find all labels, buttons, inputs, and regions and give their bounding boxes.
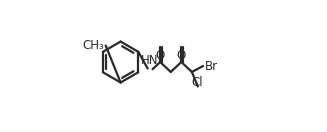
Text: Br: Br bbox=[205, 60, 218, 72]
Text: CH₃: CH₃ bbox=[82, 39, 104, 52]
Text: O: O bbox=[156, 49, 165, 62]
Text: HN: HN bbox=[141, 54, 158, 67]
Text: O: O bbox=[177, 49, 186, 62]
Text: Cl: Cl bbox=[191, 76, 203, 89]
